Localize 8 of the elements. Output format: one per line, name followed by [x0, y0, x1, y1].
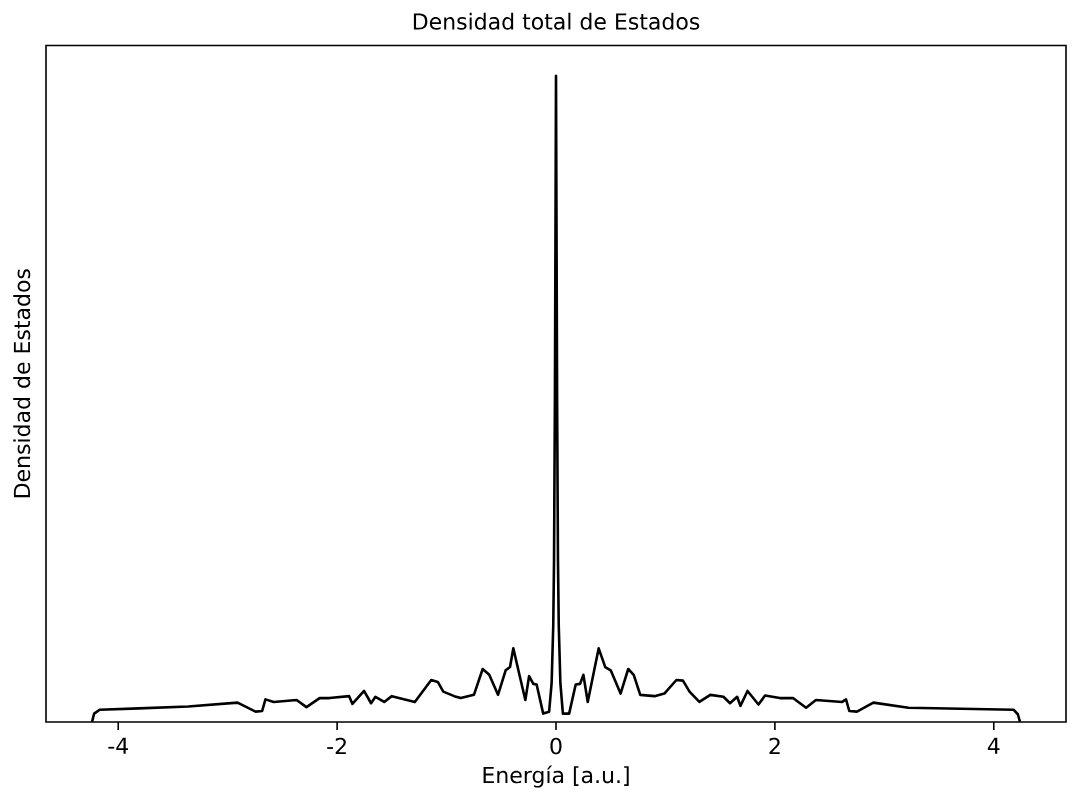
x-tick-label: 4 — [987, 737, 1000, 754]
x-tick-label: -4 — [108, 737, 128, 754]
x-tick-label: 0 — [550, 737, 562, 755]
y-axis-title: Densidad de Estados — [13, 269, 31, 498]
x-axis-title: Energía [a.u.] — [483, 765, 629, 788]
x-tick-label: 2 — [769, 737, 780, 755]
chart-title: Densidad total de Estados — [413, 12, 700, 30]
x-tick-label: -2 — [327, 737, 346, 755]
